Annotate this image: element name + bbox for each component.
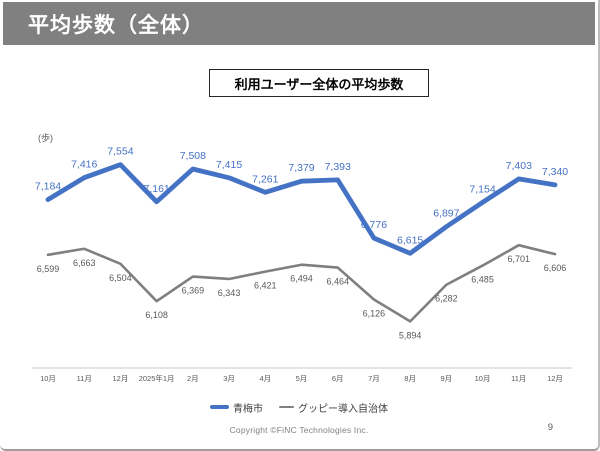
data-label: 5,894	[399, 330, 422, 340]
data-label: 6,464	[326, 277, 349, 287]
x-tick-label: 2月	[187, 374, 199, 383]
data-label: 6,599	[37, 264, 60, 274]
slide-header: 平均歩数（全体）	[3, 2, 595, 45]
data-label: 7,184	[35, 181, 61, 193]
x-tick-label: 2025年1月	[139, 373, 175, 383]
x-tick-label: 10月	[40, 374, 56, 383]
x-tick-label: 9月	[441, 374, 453, 383]
x-tick-label: 4月	[259, 374, 271, 383]
data-label: 6,615	[397, 234, 423, 246]
page-number: 9	[547, 422, 553, 433]
data-label: 6,126	[363, 308, 386, 318]
y-axis-unit-label: (歩)	[38, 132, 53, 143]
legend-swatch-icon	[279, 406, 294, 408]
data-label: 6,421	[254, 281, 277, 291]
data-label: 6,897	[433, 208, 459, 220]
x-tick-label: 11月	[77, 374, 92, 383]
x-tick-label: 7月	[368, 374, 380, 383]
data-label: 6,701	[508, 254, 531, 264]
data-label: 6,485	[471, 275, 494, 285]
data-label: 7,416	[71, 159, 97, 171]
chart-legend: 青梅市 グッピー導入自治体	[0, 399, 598, 415]
series-line-0	[45, 162, 558, 256]
data-label: 6,606	[544, 263, 567, 273]
data-label: 6,343	[218, 288, 241, 298]
chart-title: 利用ユーザー全体の平均歩数	[234, 76, 404, 92]
x-tick-label: 6月	[332, 374, 344, 383]
x-tick-label: 10月	[475, 374, 491, 383]
data-label: 6,494	[290, 274, 313, 284]
data-label: 6,663	[73, 258, 96, 268]
data-label: 7,403	[506, 160, 532, 172]
legend-swatch-icon	[210, 405, 229, 409]
x-tick-label: 5月	[296, 374, 308, 383]
data-label: 7,508	[180, 150, 206, 162]
chart-title-box: 利用ユーザー全体の平均歩数	[209, 69, 429, 97]
legend-label: 青梅市	[233, 403, 263, 415]
data-label: 7,154	[469, 183, 495, 195]
legend-item-1: グッピー導入自治体	[279, 400, 388, 415]
data-label: 7,554	[107, 146, 133, 158]
data-label: 6,504	[109, 273, 132, 283]
series-line-1	[46, 243, 557, 323]
x-tick-label: 12月	[113, 374, 129, 383]
x-tick-label: 11月	[511, 374, 526, 383]
x-tick-label: 8月	[404, 374, 416, 383]
legend-item-0: 青梅市	[210, 400, 263, 415]
data-label: 7,393	[325, 161, 351, 173]
x-tick-label: 12月	[547, 374, 563, 383]
data-label: 7,415	[216, 159, 242, 171]
copyright-text: Copyright ©FiNC Technologies Inc.	[229, 425, 369, 435]
data-label: 7,261	[252, 173, 278, 185]
data-label: 6,776	[361, 219, 387, 231]
x-tick-label: 3月	[223, 374, 235, 383]
data-label: 6,369	[182, 286, 205, 296]
data-label: 6,282	[435, 294, 458, 304]
page-title: 平均歩数（全体）	[28, 13, 204, 37]
data-label: 6,108	[145, 310, 168, 320]
data-label: 7,161	[144, 183, 170, 195]
data-label: 7,379	[288, 162, 314, 174]
slide-footer: Copyright ©FiNC Technologies Inc.	[0, 422, 598, 438]
data-label: 7,340	[542, 166, 568, 178]
legend-label: グッピー導入自治体	[298, 403, 388, 415]
